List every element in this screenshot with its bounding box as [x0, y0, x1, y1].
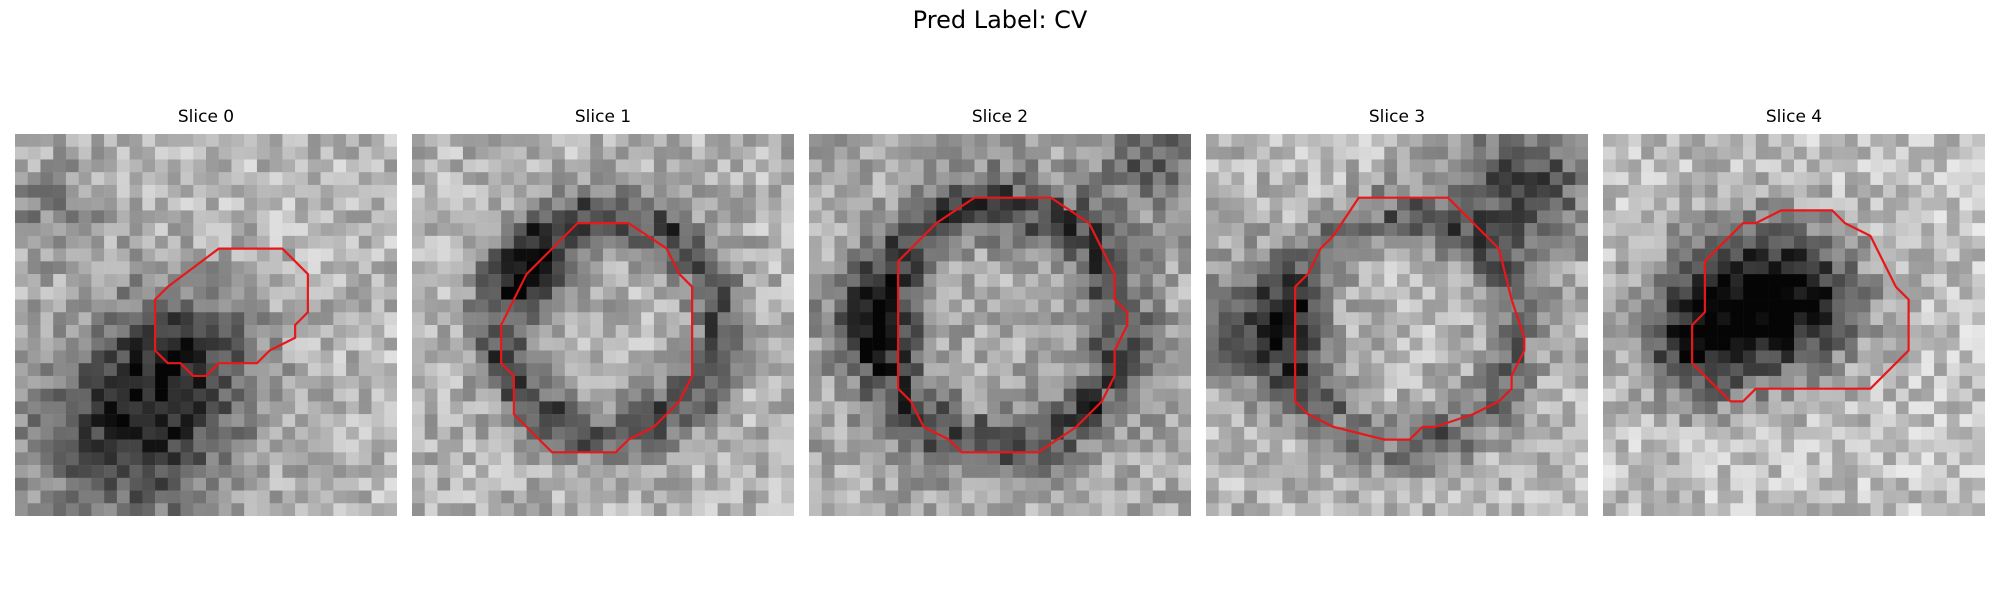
pixel-grid	[809, 134, 1191, 516]
segmentation-contour	[155, 249, 308, 376]
segmentation-contour	[1692, 210, 1908, 401]
slice-image	[15, 134, 397, 516]
slice-panel-3: Slice 3	[1206, 105, 1588, 516]
slice-image	[809, 134, 1191, 516]
slice-title: Slice 0	[177, 107, 235, 127]
slice-panel-1: Slice 1	[412, 105, 794, 516]
segmentation-contour	[898, 198, 1127, 453]
pixel-grid	[15, 134, 397, 516]
pixel-grid	[1603, 134, 1985, 516]
slice-panel-2: Slice 2	[809, 105, 1191, 516]
slice-image	[1603, 134, 1985, 516]
pixel-grid	[1206, 134, 1588, 516]
segmentation-contour	[501, 223, 692, 452]
slice-title: Slice 1	[574, 107, 632, 127]
figure-title: Pred Label: CV	[912, 6, 1088, 34]
slice-title: Slice 2	[971, 107, 1029, 127]
slice-image	[1206, 134, 1588, 516]
slice-title: Slice 3	[1368, 107, 1426, 127]
slice-title: Slice 4	[1765, 107, 1823, 127]
slice-panel-0: Slice 0	[15, 105, 397, 516]
slice-image	[412, 134, 794, 516]
segmentation-contour	[1295, 198, 1524, 440]
slice-panel-4: Slice 4	[1603, 105, 1985, 516]
pixel-grid	[412, 134, 794, 516]
